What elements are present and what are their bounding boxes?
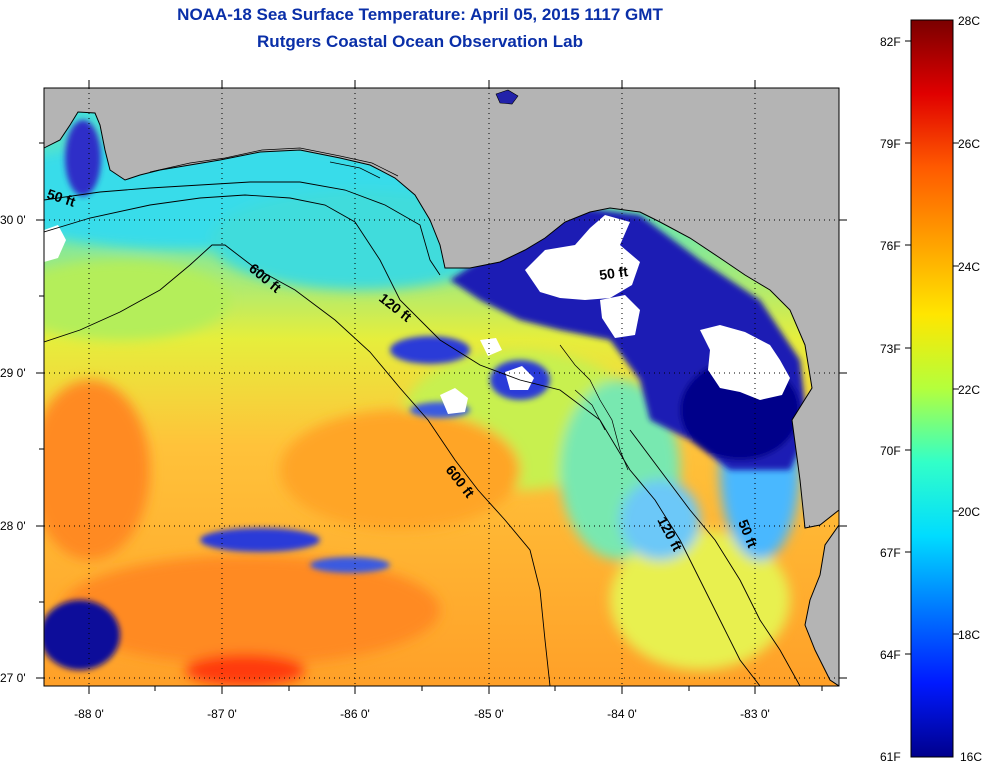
lon-label: -85 0': [474, 707, 504, 721]
lon-label: -88 0': [74, 707, 104, 721]
lat-label: 29 0': [0, 366, 26, 380]
map-title: NOAA-18 Sea Surface Temperature: April 0…: [177, 5, 663, 24]
contour-label-50ft: 50 ft: [598, 263, 629, 283]
colorbar-c-label: 16C: [960, 750, 982, 764]
colorbar-c-label: 22C: [958, 383, 980, 397]
lat-label: 27 0': [0, 671, 26, 685]
map-frame: [43, 87, 840, 687]
colorbar-c-label: 24C: [958, 260, 980, 274]
map-subtitle: Rutgers Coastal Ocean Observation Lab: [257, 32, 583, 51]
colorbar-f-label: 64F: [880, 648, 901, 662]
depth-contours: [44, 181, 801, 686]
lat-label: 30 0': [0, 213, 26, 227]
axis-ticks: [36, 80, 847, 694]
colorbar-f-label: 82F: [880, 35, 901, 49]
temperature-patches: [44, 140, 800, 686]
colorbar-f-label: 79F: [880, 137, 901, 151]
colorbar-f-label: 67F: [880, 546, 901, 560]
colorbar-c-label: 28C: [958, 14, 980, 28]
colorbar-c-label: 18C: [958, 628, 980, 642]
coastline-details: [149, 147, 629, 471]
colorbar-gradient: [910, 19, 954, 758]
colorbar-f-label: 70F: [880, 444, 901, 458]
land: [44, 88, 839, 686]
lon-label: -86 0': [340, 707, 370, 721]
lon-label: -87 0': [207, 707, 237, 721]
lat-label: 28 0': [0, 519, 26, 533]
colorbar-c-label: 20C: [958, 505, 980, 519]
lon-label: -83 0': [740, 707, 770, 721]
colorbar-f-label: 61F: [880, 750, 901, 764]
colorbar-ticks: [905, 40, 959, 655]
cloud-patches: [44, 215, 790, 414]
colorbar-f-label: 76F: [880, 239, 901, 253]
colorbar-f-label: 73F: [880, 342, 901, 356]
lon-label: -84 0': [607, 707, 637, 721]
colorbar-c-label: 26C: [958, 137, 980, 151]
